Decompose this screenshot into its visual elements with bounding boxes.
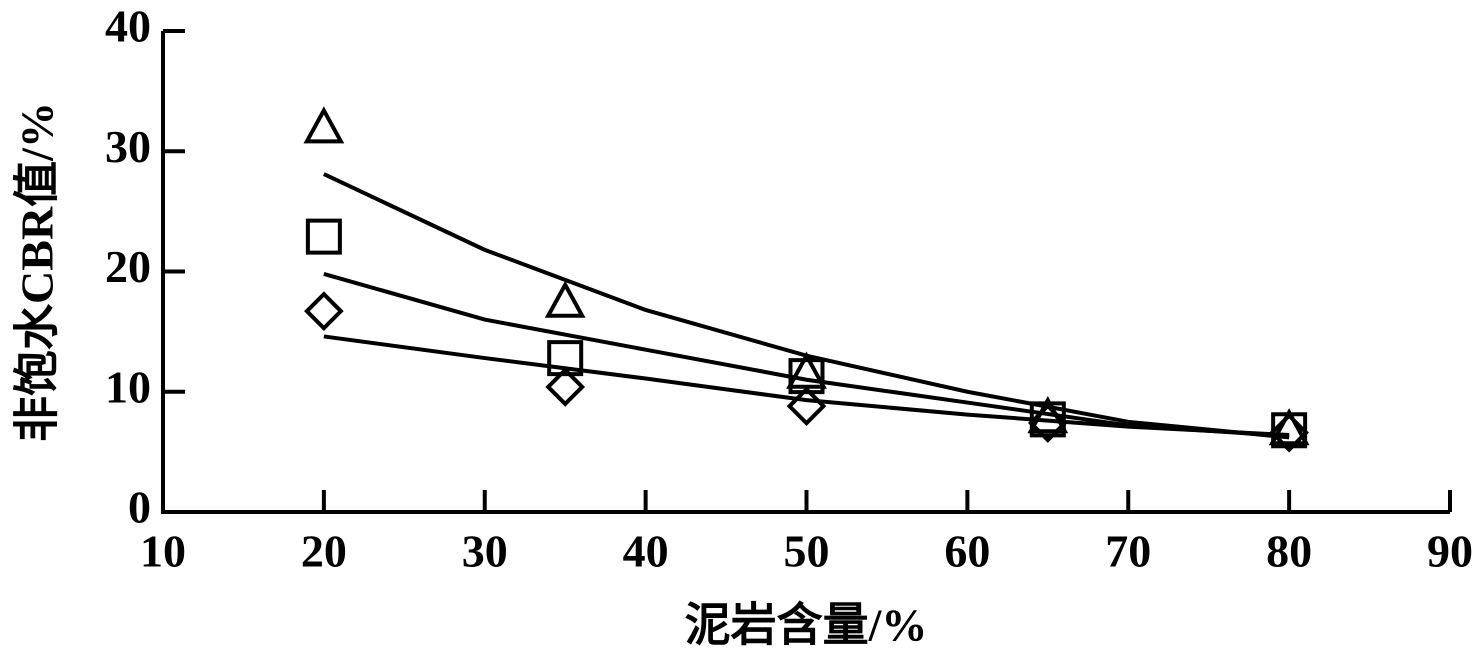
point: [545, 367, 586, 407]
x-tick-label: 20: [301, 526, 347, 577]
y-axis-label: 非饱水CBR值/%: [12, 102, 63, 442]
x-tick-label: 70: [1105, 526, 1151, 577]
fit-line: [323, 172, 1290, 440]
point: [544, 280, 586, 318]
y-tick-label: 40: [105, 1, 151, 52]
point: [788, 358, 825, 395]
point: [305, 218, 342, 255]
point: [786, 386, 827, 427]
x-tick-label: 80: [1266, 526, 1312, 577]
x-tick-label: 10: [140, 526, 186, 577]
point: [304, 291, 344, 332]
x-axis-label: 泥岩含量/%: [685, 600, 928, 651]
point: [547, 340, 584, 377]
x-tick-label: 90: [1427, 526, 1473, 577]
x-tick-label: 40: [623, 526, 669, 577]
point: [1269, 412, 1309, 453]
x-tick-label: 30: [462, 526, 508, 577]
y-tick-label: 20: [105, 241, 151, 292]
x-tick-label: 60: [944, 526, 990, 577]
point: [303, 106, 345, 144]
x-tick-label: 50: [784, 526, 830, 577]
y-tick-label: 0: [128, 482, 151, 533]
y-tick-label: 30: [105, 121, 151, 172]
fit-line: [323, 334, 1290, 438]
point: [1268, 408, 1310, 446]
y-tick-label: 10: [105, 361, 151, 412]
point: [1027, 403, 1068, 443]
